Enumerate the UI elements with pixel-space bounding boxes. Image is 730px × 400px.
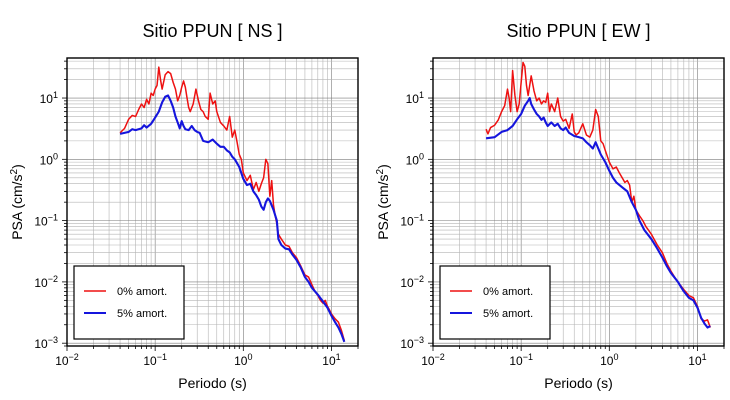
series-line-amort-5 xyxy=(119,94,346,343)
y-tick-label: 10−3 xyxy=(400,335,424,351)
x-tick-label: 10−1 xyxy=(509,352,533,368)
x-axis-label: Periodo (s) xyxy=(178,375,246,391)
y-tick-label: 100 xyxy=(40,151,58,167)
series-line-amort-0 xyxy=(485,61,712,328)
x-tick-label: 100 xyxy=(234,352,252,368)
x-axis-label: Periodo (s) xyxy=(544,375,612,391)
y-axis-label: PSA (cm/s2) xyxy=(375,164,391,240)
tick-marks xyxy=(62,60,359,351)
x-tick-label: 10−2 xyxy=(55,352,79,368)
chart-title: Sitio PPUN [ NS ] xyxy=(142,21,282,41)
x-tick-label: 10−1 xyxy=(143,352,167,368)
y-tick-label: 10−2 xyxy=(34,274,58,290)
y-tick-label: 10−1 xyxy=(34,213,58,229)
y-axis-label: PSA (cm/s2) xyxy=(9,164,25,240)
x-tick-label: 101 xyxy=(688,352,706,368)
legend-label: 5% amort. xyxy=(117,308,167,320)
x-tick-label: 100 xyxy=(600,352,618,368)
y-tick-label: 101 xyxy=(406,90,424,106)
tick-marks xyxy=(428,60,725,351)
legend: 0% amort. 5% amort. xyxy=(73,265,185,340)
chart-title: Sitio PPUN [ EW ] xyxy=(506,21,650,41)
x-tick-label: 10−2 xyxy=(421,352,445,368)
series-line-amort-5 xyxy=(485,96,711,329)
y-tick-label: 10−2 xyxy=(400,274,424,290)
y-tick-label: 10−1 xyxy=(400,213,424,229)
legend: 0% amort. 5% amort. xyxy=(439,265,551,340)
legend-label: 5% amort. xyxy=(483,308,533,320)
x-tick-label: 101 xyxy=(322,352,340,368)
y-tick-label: 101 xyxy=(40,90,58,106)
legend-box xyxy=(439,265,551,340)
legend-label: 0% amort. xyxy=(117,286,167,298)
legend-label: 0% amort. xyxy=(483,286,533,298)
y-tick-label: 10−3 xyxy=(34,335,58,351)
y-tick-label: 100 xyxy=(406,151,424,167)
legend-box xyxy=(73,265,185,340)
